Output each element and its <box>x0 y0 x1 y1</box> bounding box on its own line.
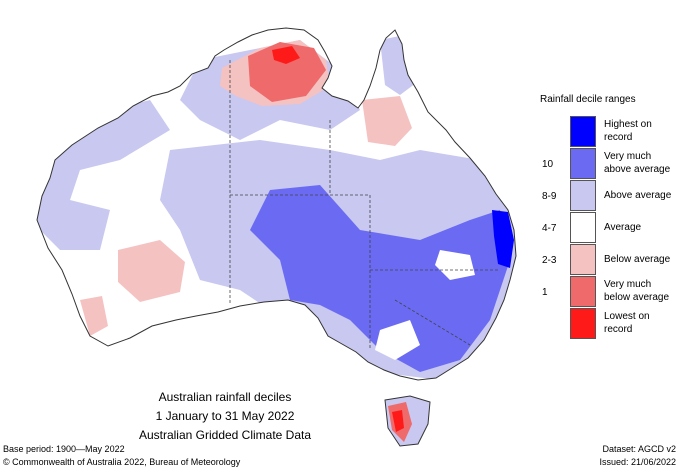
legend-label: Very much below average <box>604 279 670 303</box>
tasmania <box>384 395 431 447</box>
below-average-qld <box>362 96 412 146</box>
legend-swatch <box>570 116 596 147</box>
title-line-1: Australian rainfall deciles <box>158 390 292 404</box>
base-period: Base period: 1900—May 2022 <box>3 444 125 454</box>
lowest-on-record-top-end <box>272 46 300 64</box>
legend-range: 2-3 <box>542 255 557 266</box>
issued-date: Issued: 21/06/2022 <box>599 457 676 467</box>
legend-swatch <box>570 180 596 211</box>
title-line-2: 1 January to 31 May 2022 <box>155 409 295 423</box>
legend-swatch <box>570 148 596 179</box>
legend-swatch <box>570 212 596 243</box>
legend-label: Below average <box>604 254 671 265</box>
very-much-above-east <box>250 185 510 372</box>
very-much-below-top-end <box>248 42 326 102</box>
legend-swatch <box>570 276 596 307</box>
below-average-sw <box>80 296 108 336</box>
legend-label: Average <box>604 222 642 233</box>
legend-label: Very much above average <box>604 151 671 175</box>
mainland-outline <box>36 27 517 381</box>
highest-on-record-coast <box>492 210 514 268</box>
copyright: © Commonwealth of Australia 2022, Bureau… <box>3 457 241 467</box>
legend-label: Lowest on record <box>604 311 650 335</box>
dataset: Dataset: AGCD v2 <box>602 444 676 454</box>
rainfall-decile-map: Australian rainfall deciles 1 January to… <box>36 27 517 447</box>
legend-range: 8-9 <box>542 191 557 202</box>
legend-item: 2-3 Below average <box>530 244 680 276</box>
title-line-3: Australian Gridded Climate Data <box>138 428 312 442</box>
legend-title: Rainfall decile ranges <box>540 94 636 105</box>
legend-item: 4-7 Average <box>530 212 680 244</box>
legend-item: Highest on record <box>530 116 680 148</box>
legend-item: 8-9 Above average <box>530 180 680 212</box>
legend-range: 4-7 <box>542 223 557 234</box>
map-title: Australian rainfall deciles 1 January to… <box>120 388 330 445</box>
legend-label: Above average <box>604 190 672 201</box>
legend-item: 1 Very much below average <box>530 276 680 308</box>
below-average-wa <box>118 240 185 302</box>
legend-label: Highest on record <box>604 119 652 143</box>
legend-range: 10 <box>542 159 554 170</box>
legend-item: 10 Very much above average <box>530 148 680 180</box>
legend-swatch <box>570 244 596 275</box>
state-borders <box>229 60 500 350</box>
legend-range: 1 <box>542 287 548 298</box>
legend-item: Lowest on record <box>530 308 680 340</box>
legend-swatch <box>570 308 596 339</box>
